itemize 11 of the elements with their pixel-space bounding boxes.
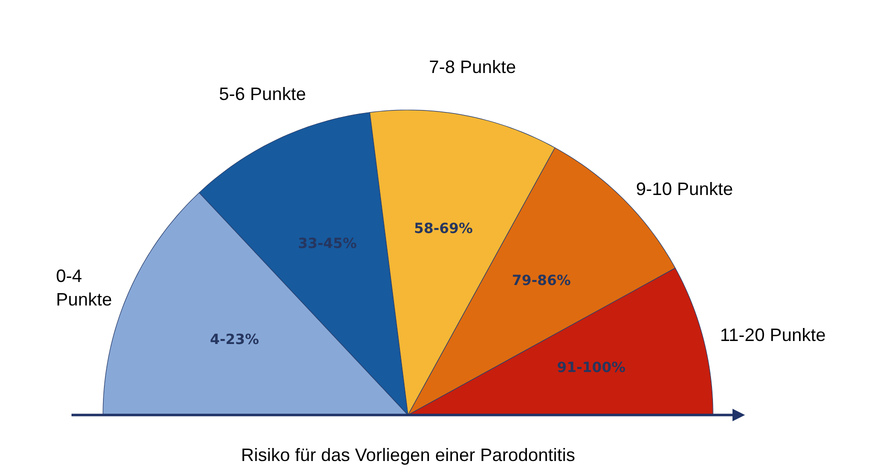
text: 58-69% — [414, 221, 473, 237]
slice-label: 0-4 Punkte — [56, 266, 112, 310]
slice-label: 11-20 Punkte — [720, 325, 826, 345]
slice-label: 7-8 Punkte — [429, 57, 516, 77]
slice-label: 5-6 Punkte — [219, 84, 306, 104]
text: 33-45% — [298, 236, 357, 252]
text: 91-100% — [557, 360, 626, 376]
text: 79-86% — [512, 273, 571, 289]
slice-label: 9-10 Punkte — [636, 179, 734, 199]
text: Risiko für das Vorliegen einer Parodontitis — [241, 445, 576, 465]
text: 4-23% — [210, 332, 260, 348]
